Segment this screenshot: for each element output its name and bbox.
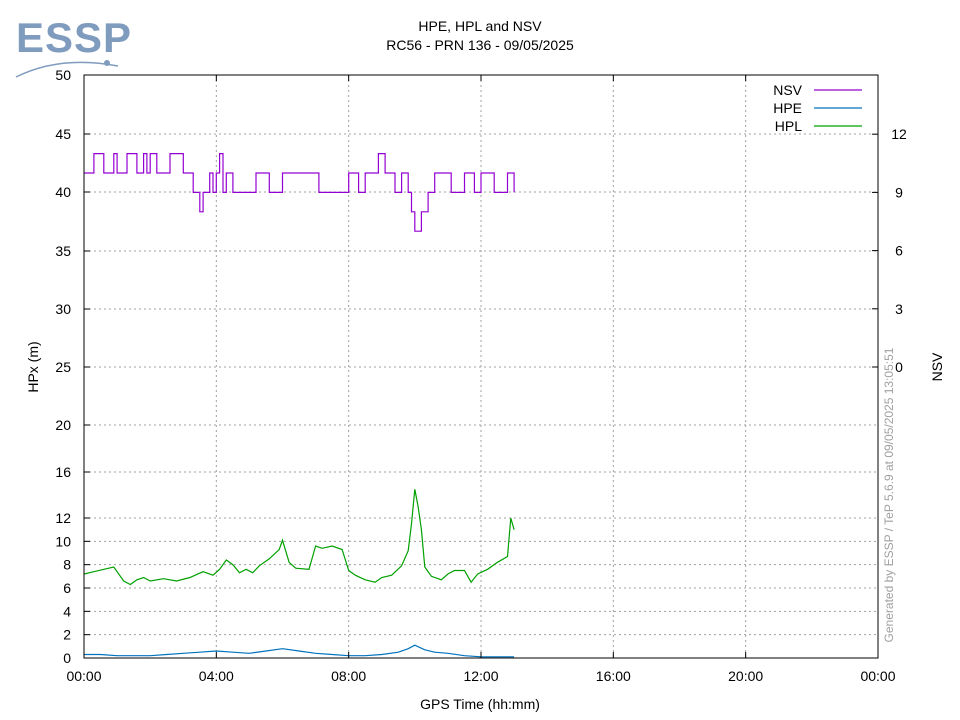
- x-tick-label: 04:00: [199, 668, 234, 684]
- series-lines: [83, 153, 515, 658]
- y-tick-label: 0: [63, 650, 71, 666]
- x-tick-label: 20:00: [728, 668, 763, 684]
- y-tick-label: 35: [55, 243, 71, 259]
- y-tick-label: 50: [55, 67, 71, 83]
- y2-tick-label: 6: [895, 243, 903, 259]
- grid-lines: [84, 75, 878, 658]
- y2-axis-label: NSV: [929, 352, 945, 381]
- y-tick-label: 25: [55, 359, 71, 375]
- y-tick-label: 8: [63, 557, 71, 573]
- y-tick-label: 16: [55, 464, 71, 480]
- y-tick-label: 4: [63, 603, 71, 619]
- y-tick-label: 40: [55, 184, 71, 200]
- x-tick-label: 00:00: [66, 668, 101, 684]
- axis-ticks: 00:00 04:00 08:00 12:00 16:00 20:00 00:00 0 2 4 6 8…: [55, 67, 907, 684]
- legend-label-nsv: NSV: [773, 82, 802, 98]
- logo-text: ESSP: [16, 14, 132, 61]
- legend-label-hpl: HPL: [775, 118, 802, 134]
- x-axis-label: GPS Time (hh:mm): [420, 696, 540, 712]
- y2-tick-label: 12: [891, 126, 907, 142]
- logo-dot: [104, 60, 110, 66]
- y2-tick-label: 9: [895, 184, 903, 200]
- generated-by-credit: Generated by ESSP / TeP 5.6.9 at 09/05/2…: [882, 347, 896, 642]
- y-tick-label: 2: [63, 627, 71, 643]
- x-tick-label: 16:00: [596, 668, 631, 684]
- y-tick-label: 45: [55, 126, 71, 142]
- essp-logo: ESSP: [15, 14, 132, 78]
- y-tick-label: 30: [55, 301, 71, 317]
- x-tick-label: 08:00: [331, 668, 366, 684]
- x-tick-label: 00:00: [860, 668, 895, 684]
- chart-subtitle: RC56 - PRN 136 - 09/05/2025: [386, 37, 574, 53]
- y2-tick-label: 3: [895, 301, 903, 317]
- x-tick-label: 12:00: [463, 668, 498, 684]
- y-tick-label: 12: [55, 510, 71, 526]
- y-tick-label: 10: [55, 533, 71, 549]
- y-tick-label: 20: [55, 417, 71, 433]
- y2-tick-label: 0: [895, 359, 903, 375]
- legend: NSV HPE HPL: [773, 82, 862, 134]
- y-tick-label: 6: [63, 580, 71, 596]
- series-line-hpe: [84, 644, 515, 658]
- series-line-nsv: [84, 153, 515, 232]
- y-axis-label: HPx (m): [25, 341, 41, 392]
- chart-title: HPE, HPL and NSV: [418, 18, 542, 34]
- legend-label-hpe: HPE: [773, 100, 802, 116]
- series-line-hpl: [83, 489, 515, 586]
